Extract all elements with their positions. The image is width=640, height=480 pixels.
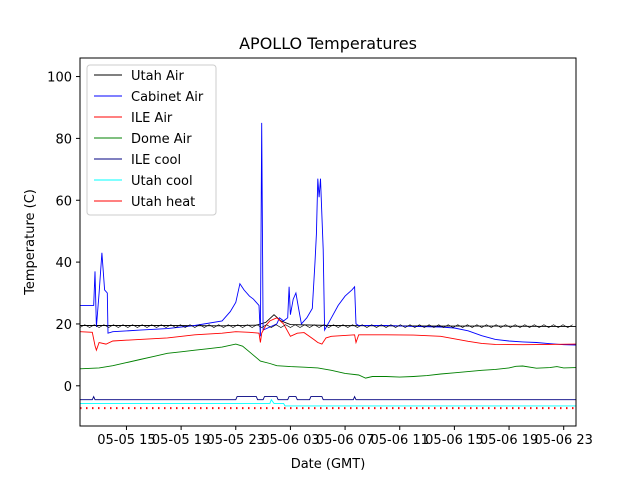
x-tick-label: 05-06 03 <box>261 433 319 448</box>
series-line-utah-air-oscillation <box>80 324 573 328</box>
series-line-dome-air <box>80 343 576 379</box>
legend: Utah Air Cabinet Air ILE Air Dome Air ILE co… <box>86 64 217 216</box>
legend-entry: Utah heat <box>131 195 195 210</box>
legend-entry: Utah cool <box>131 174 193 189</box>
series-line-ile-cool <box>80 395 576 401</box>
y-axis-ticks: 0 20 40 60 80 100 <box>47 71 80 395</box>
x-tick-label: 05-06 23 <box>534 433 592 448</box>
y-tick-label: 60 <box>55 194 72 209</box>
series-line-utah-cool <box>80 398 576 407</box>
x-tick-label: 05-06 07 <box>316 433 374 448</box>
y-axis-label: Temperature (C) <box>23 189 38 296</box>
series-line-ile-air <box>80 317 576 352</box>
legend-entry: ILE cool <box>131 153 181 168</box>
x-axis-label: Date (GMT) <box>291 457 366 472</box>
y-tick-label: 40 <box>55 256 72 271</box>
legend-box <box>86 64 217 216</box>
y-tick-label: 20 <box>55 318 72 333</box>
chart-title: APOLLO Temperatures <box>239 34 417 53</box>
x-tick-label: 05-06 15 <box>425 433 483 448</box>
x-tick-label: 05-06 19 <box>480 433 538 448</box>
x-tick-label: 05-05 15 <box>97 433 155 448</box>
plot-frame <box>79 57 577 427</box>
y-tick-label: 80 <box>55 132 72 147</box>
y-tick-label: 100 <box>47 71 72 86</box>
plot-area <box>80 122 576 410</box>
legend-entry: Dome Air <box>131 132 192 147</box>
x-tick-label: 05-05 19 <box>152 433 210 448</box>
legend-entry: ILE Air <box>131 111 173 126</box>
series-lines <box>80 122 576 410</box>
y-tick-label: 0 <box>64 380 72 395</box>
x-tick-label: 05-05 23 <box>207 433 265 448</box>
legend-entry: Utah Air <box>131 69 184 84</box>
x-tick-label: 05-06 11 <box>371 433 429 448</box>
legend-entry: Cabinet Air <box>131 90 204 105</box>
